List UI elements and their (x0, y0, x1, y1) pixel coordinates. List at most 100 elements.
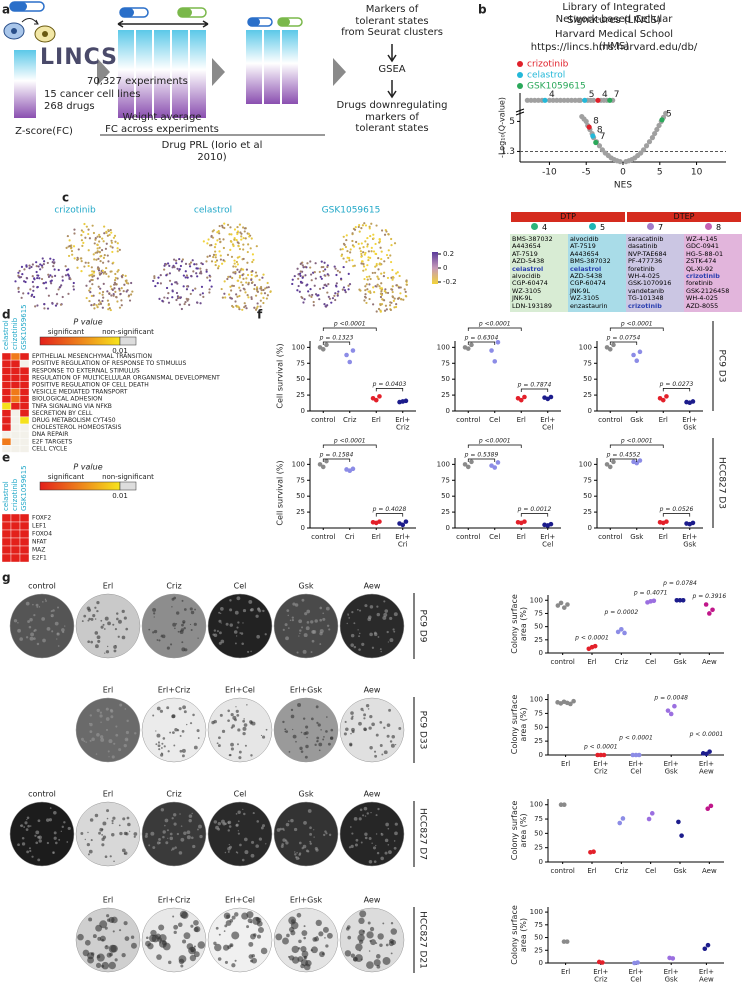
colony-spot (380, 650, 382, 653)
colony-spot (235, 635, 238, 637)
x-tick-label: Gsk (630, 416, 644, 424)
colony-spot (386, 630, 389, 634)
colony-spot (294, 853, 297, 856)
cell-dot (113, 287, 116, 290)
colony-spot (295, 856, 298, 859)
drug-name: AZD-5438 (512, 257, 545, 266)
cell-dot (313, 271, 316, 274)
cell-dot (379, 310, 382, 313)
cell-dot (102, 296, 105, 299)
colony-spot (180, 964, 184, 968)
cell-dot (351, 259, 354, 262)
colony-spot (87, 608, 92, 612)
drug-name: CGP-60474 (512, 279, 548, 288)
well-image (141, 697, 207, 763)
colony-spot (380, 833, 384, 836)
colony-spot (290, 708, 294, 712)
colony-spot (101, 964, 105, 968)
cell-dot (229, 248, 232, 251)
colony-spot (171, 731, 175, 735)
colony-spot (217, 827, 221, 831)
cell-dot (250, 273, 253, 277)
cell-dot (235, 260, 238, 264)
cell-dot (213, 246, 217, 249)
cell-dot (368, 225, 371, 228)
colony-spot (243, 812, 246, 816)
colony-spot (235, 823, 239, 827)
cell-dot (107, 229, 110, 232)
row-label: VESICLE MEDIATED TRANSPORT (32, 389, 128, 396)
cell-dot (362, 246, 365, 249)
cell-dot (398, 274, 401, 278)
cell-dot (403, 288, 406, 291)
cell-dot (238, 223, 242, 226)
cell-dot (88, 280, 91, 283)
cell-dot (191, 289, 194, 292)
colony-spot (369, 605, 374, 609)
colony-spot (358, 721, 362, 726)
cell-dot (168, 264, 171, 267)
data-point (604, 462, 610, 467)
cell-dot (328, 297, 331, 300)
y-tick-label: 75 (534, 815, 543, 823)
colony-spot (285, 636, 289, 641)
cell-dot (57, 268, 60, 272)
cell-dot (333, 294, 336, 297)
cell-dot (116, 242, 119, 245)
heat-cell (10, 529, 21, 539)
y-tick-label: 75 (296, 359, 305, 367)
colony-spot (310, 651, 313, 654)
cell-dot (375, 252, 378, 256)
cell-dot (128, 299, 132, 302)
cell-dot (226, 277, 229, 281)
cell-dot (265, 286, 269, 289)
cell-dot (391, 295, 394, 298)
colony-spot (351, 832, 354, 835)
colony-spot (247, 918, 253, 923)
data-point (641, 147, 647, 153)
cell-dot (47, 273, 50, 276)
colony-spot (242, 808, 244, 810)
colony-spot (230, 713, 234, 717)
colony-spot (390, 921, 394, 925)
colony-spot (166, 829, 169, 832)
colony-spot (265, 843, 267, 845)
colony-spot (318, 742, 323, 747)
well-label: Erl+Gsk (290, 686, 323, 695)
colony-spot (390, 928, 398, 935)
cell-dot (93, 307, 96, 310)
colony-spot (116, 612, 119, 615)
cell-dot (345, 234, 348, 237)
cell-dot (223, 226, 226, 230)
colony-spot (290, 921, 299, 930)
colony-spot (134, 732, 137, 735)
colony-spot (216, 630, 219, 633)
cell-dot (178, 257, 181, 261)
cell-dot (73, 257, 76, 260)
data-point (668, 711, 674, 717)
colony-spot (371, 842, 373, 844)
data-point (561, 939, 567, 944)
colony-spot (189, 607, 193, 611)
cell-dot (314, 277, 317, 280)
colony-spot (102, 835, 107, 839)
colony-spot (368, 950, 371, 952)
data-point (670, 956, 676, 961)
legend-high: non-significant (102, 473, 154, 481)
cell-dot (222, 259, 225, 262)
heat-cell (10, 545, 21, 555)
cluster-header: 4 (510, 222, 568, 234)
cell-dot (98, 271, 101, 275)
colony-spot (118, 824, 121, 827)
colony-spot (152, 607, 157, 612)
x-tick-label: Erl (372, 416, 381, 424)
cell-dot (33, 277, 36, 280)
colony-spot (364, 604, 368, 608)
heat-cell (1, 513, 12, 523)
cell-dot (168, 272, 172, 275)
cell-dot (210, 234, 213, 238)
cell-dot (99, 260, 102, 263)
column-header: crizotinib (11, 478, 19, 511)
colony-spot (246, 704, 248, 706)
cell-dot (88, 289, 91, 292)
